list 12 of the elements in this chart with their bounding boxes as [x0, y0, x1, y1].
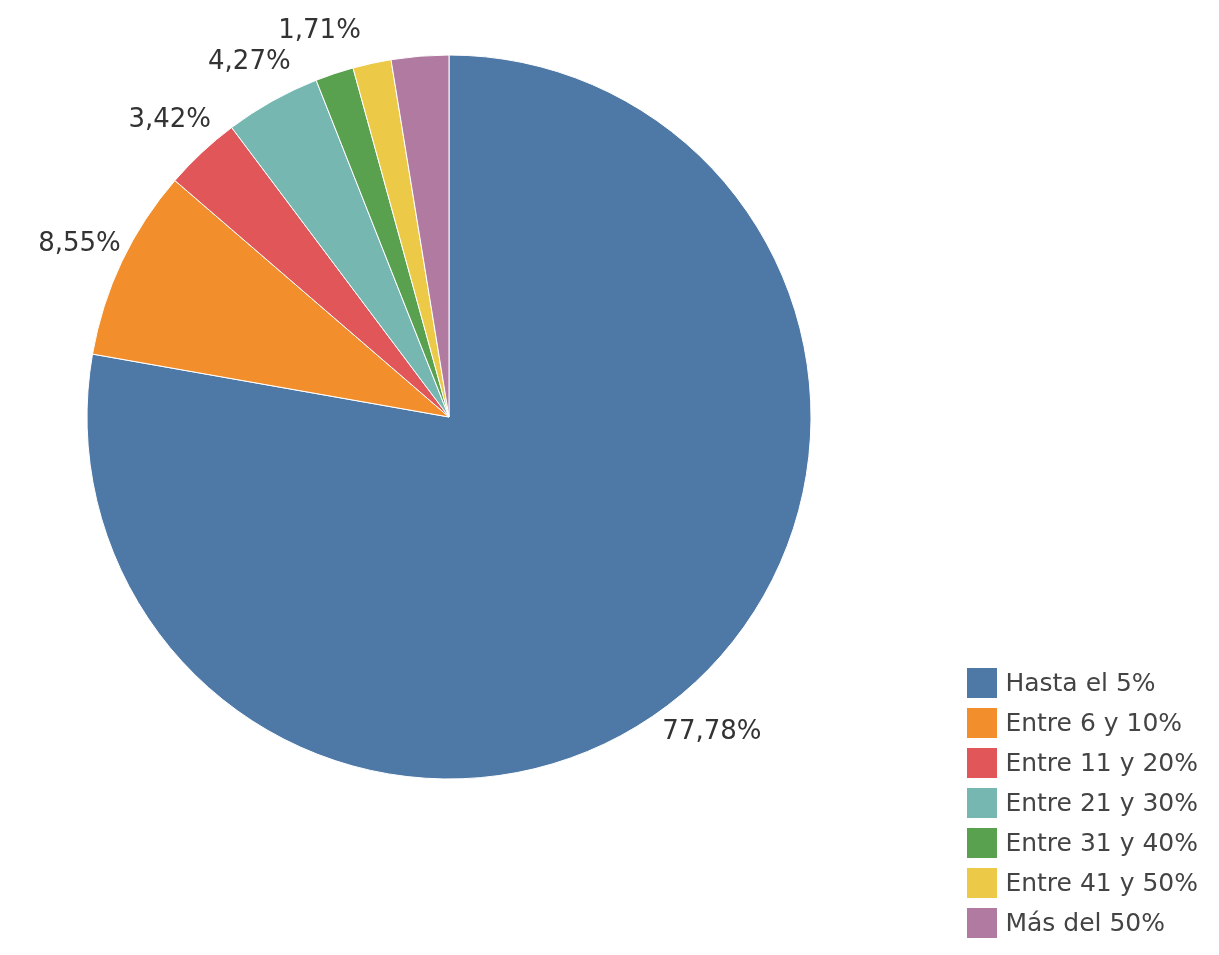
legend-label: Entre 31 y 40% — [1005, 827, 1198, 859]
data-label: 3,42% — [128, 103, 212, 134]
data-label: 4,27% — [208, 44, 291, 75]
data-label: 77,78% — [662, 715, 762, 746]
legend-label: Entre 21 y 30% — [1005, 787, 1198, 819]
legend-label: Entre 41 y 50% — [1005, 867, 1198, 899]
legend-label: Entre 6 y 10% — [1005, 707, 1183, 739]
legend-label: Entre 11 y 20% — [1005, 747, 1198, 779]
data-label: 1,71% — [278, 13, 361, 44]
legend-label: Hasta el 5% — [1005, 667, 1156, 699]
legend-label: Más del 50% — [1005, 907, 1165, 939]
data-label: 8,55% — [38, 226, 121, 257]
